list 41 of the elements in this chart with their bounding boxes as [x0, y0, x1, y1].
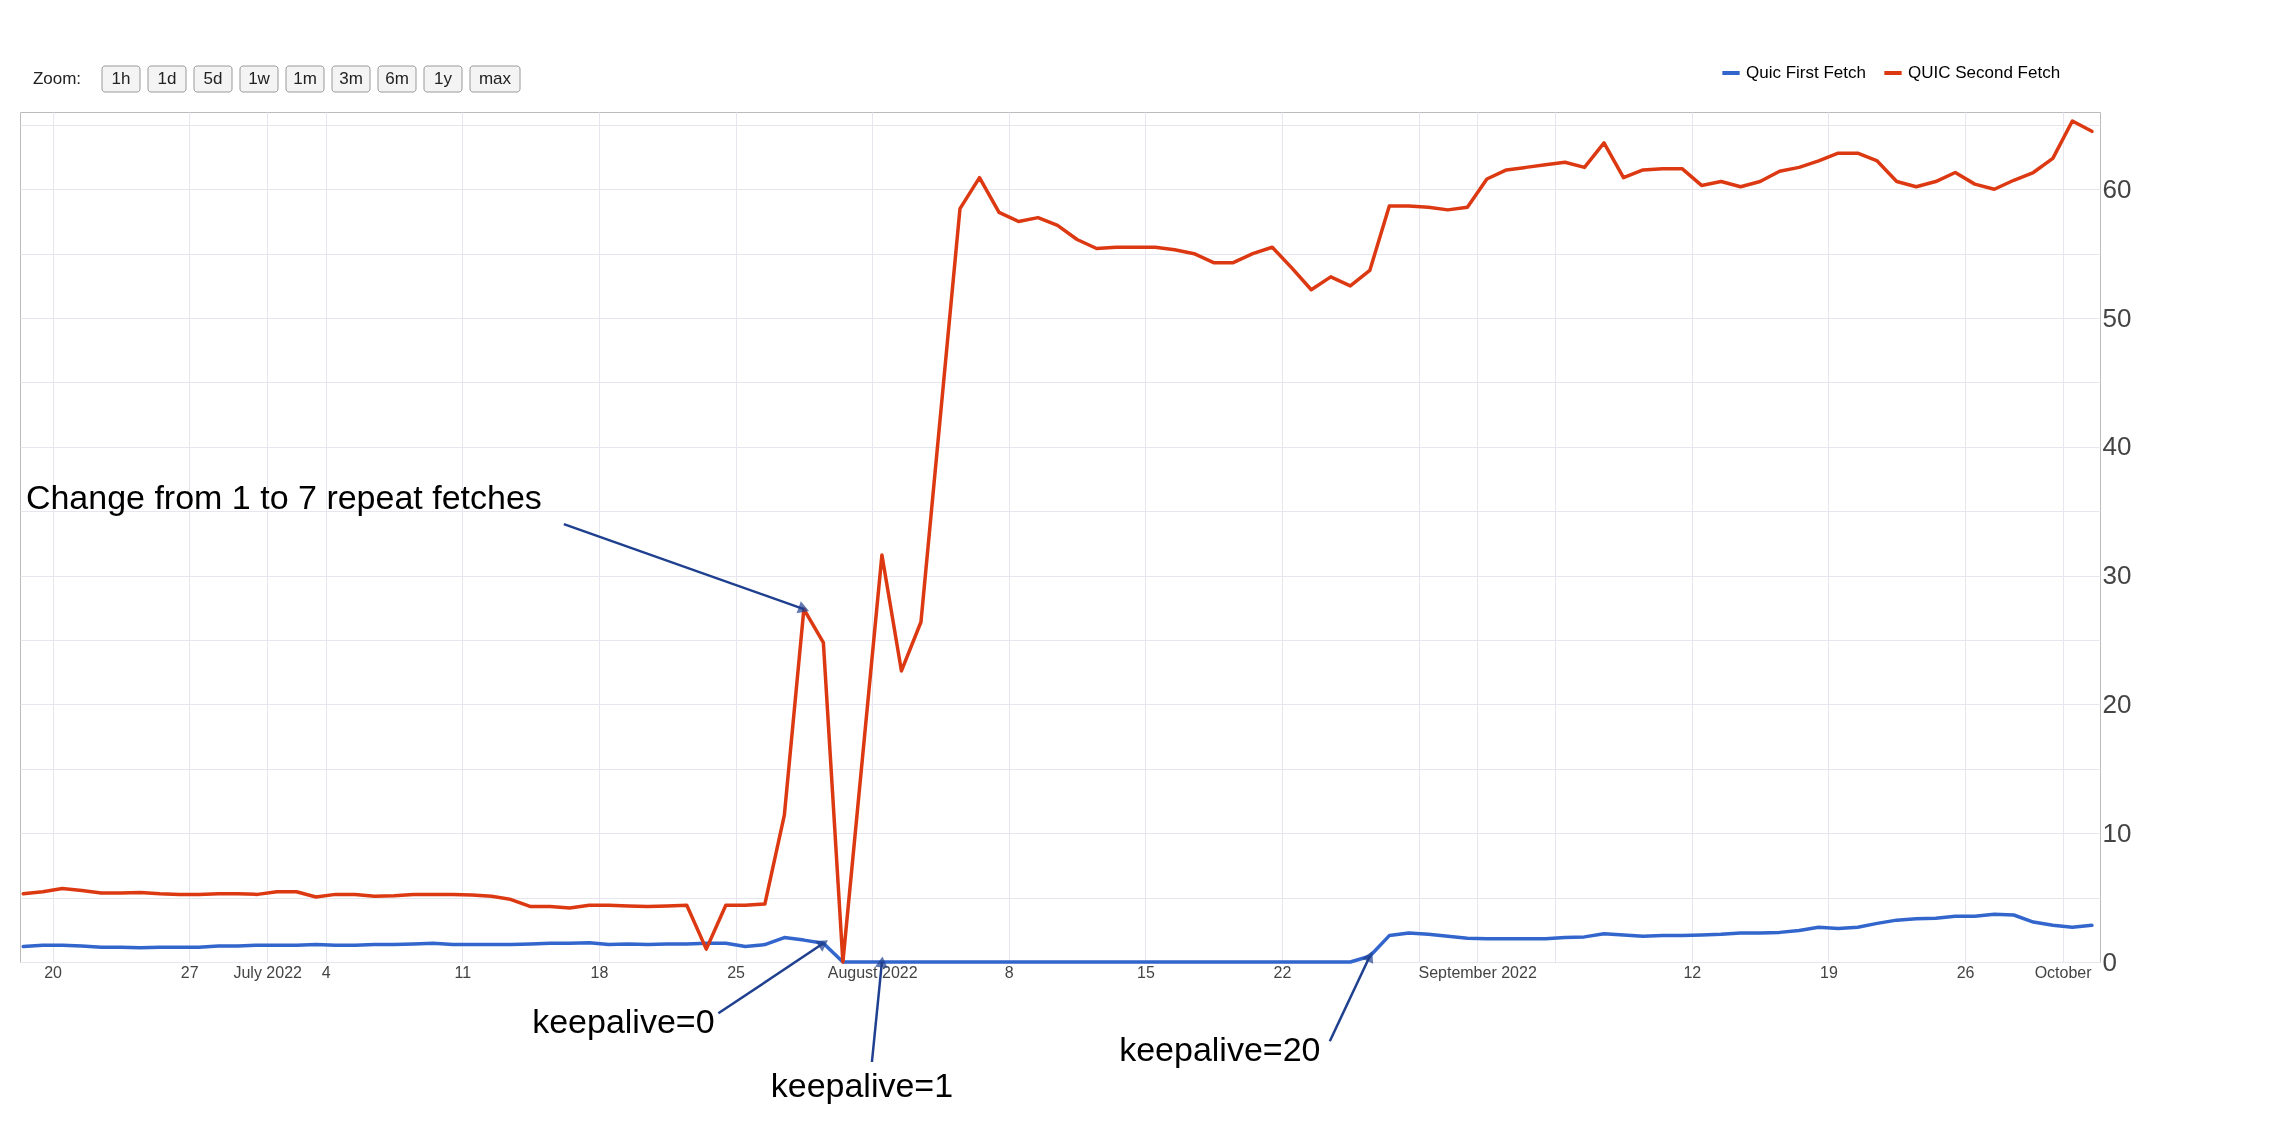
y-tick-label: 20: [2102, 688, 2132, 719]
y-tick-label: 30: [2102, 560, 2132, 591]
text: 1d: [157, 69, 177, 88]
annotation: keepalive=1: [770, 1066, 954, 1104]
text: 1m: [293, 69, 317, 88]
x-tick-label: July 2022: [233, 963, 303, 981]
x-tick-label: 15: [1136, 963, 1155, 981]
x-tick-label: 27: [180, 963, 199, 981]
x-tick-label: 11: [454, 963, 472, 981]
text: 5d: [203, 69, 223, 88]
x-tick-label: 4: [321, 963, 331, 981]
line-series: [21, 119, 2094, 964]
text: 6m: [385, 69, 409, 88]
line-series: [21, 912, 2094, 964]
x-tick-label: September 2022: [1418, 963, 1537, 981]
y-tick-label: 50: [2102, 302, 2132, 333]
x-tick-label: 8: [1004, 963, 1014, 981]
x-tick-label: 26: [1956, 963, 1975, 981]
y-tick-label: 40: [2102, 431, 2132, 462]
y-tick-label: 10: [2102, 817, 2132, 848]
x-tick-label: 12: [1683, 963, 1702, 981]
x-tick-label: 22: [1273, 963, 1292, 981]
x-tick-label: October: [2034, 963, 2093, 981]
annotation: keepalive=20: [1119, 1030, 1321, 1069]
text: 3m: [339, 69, 363, 88]
legend-label: QUIC Second Fetch: [1908, 63, 2061, 82]
x-tick-label: 20: [44, 963, 63, 981]
x-tick-label: 19: [1820, 963, 1838, 981]
text: Zoom:: [32, 69, 82, 88]
text: 1w: [248, 69, 271, 88]
text: 1y: [434, 69, 453, 88]
x-tick-label: 25: [727, 963, 746, 981]
y-tick-label: 60: [2102, 173, 2132, 204]
text: max: [478, 69, 512, 88]
text: 1h: [111, 69, 131, 88]
x-tick-label: August 2022: [827, 963, 918, 981]
y-tick-label: 0: [2102, 946, 2117, 977]
annotation: Change from 1 to 7 repeat fetches: [25, 478, 542, 517]
x-tick-label: 18: [590, 963, 609, 981]
legend-label: Quic First Fetch: [1746, 63, 1866, 82]
annotation: keepalive=0: [532, 1002, 715, 1041]
